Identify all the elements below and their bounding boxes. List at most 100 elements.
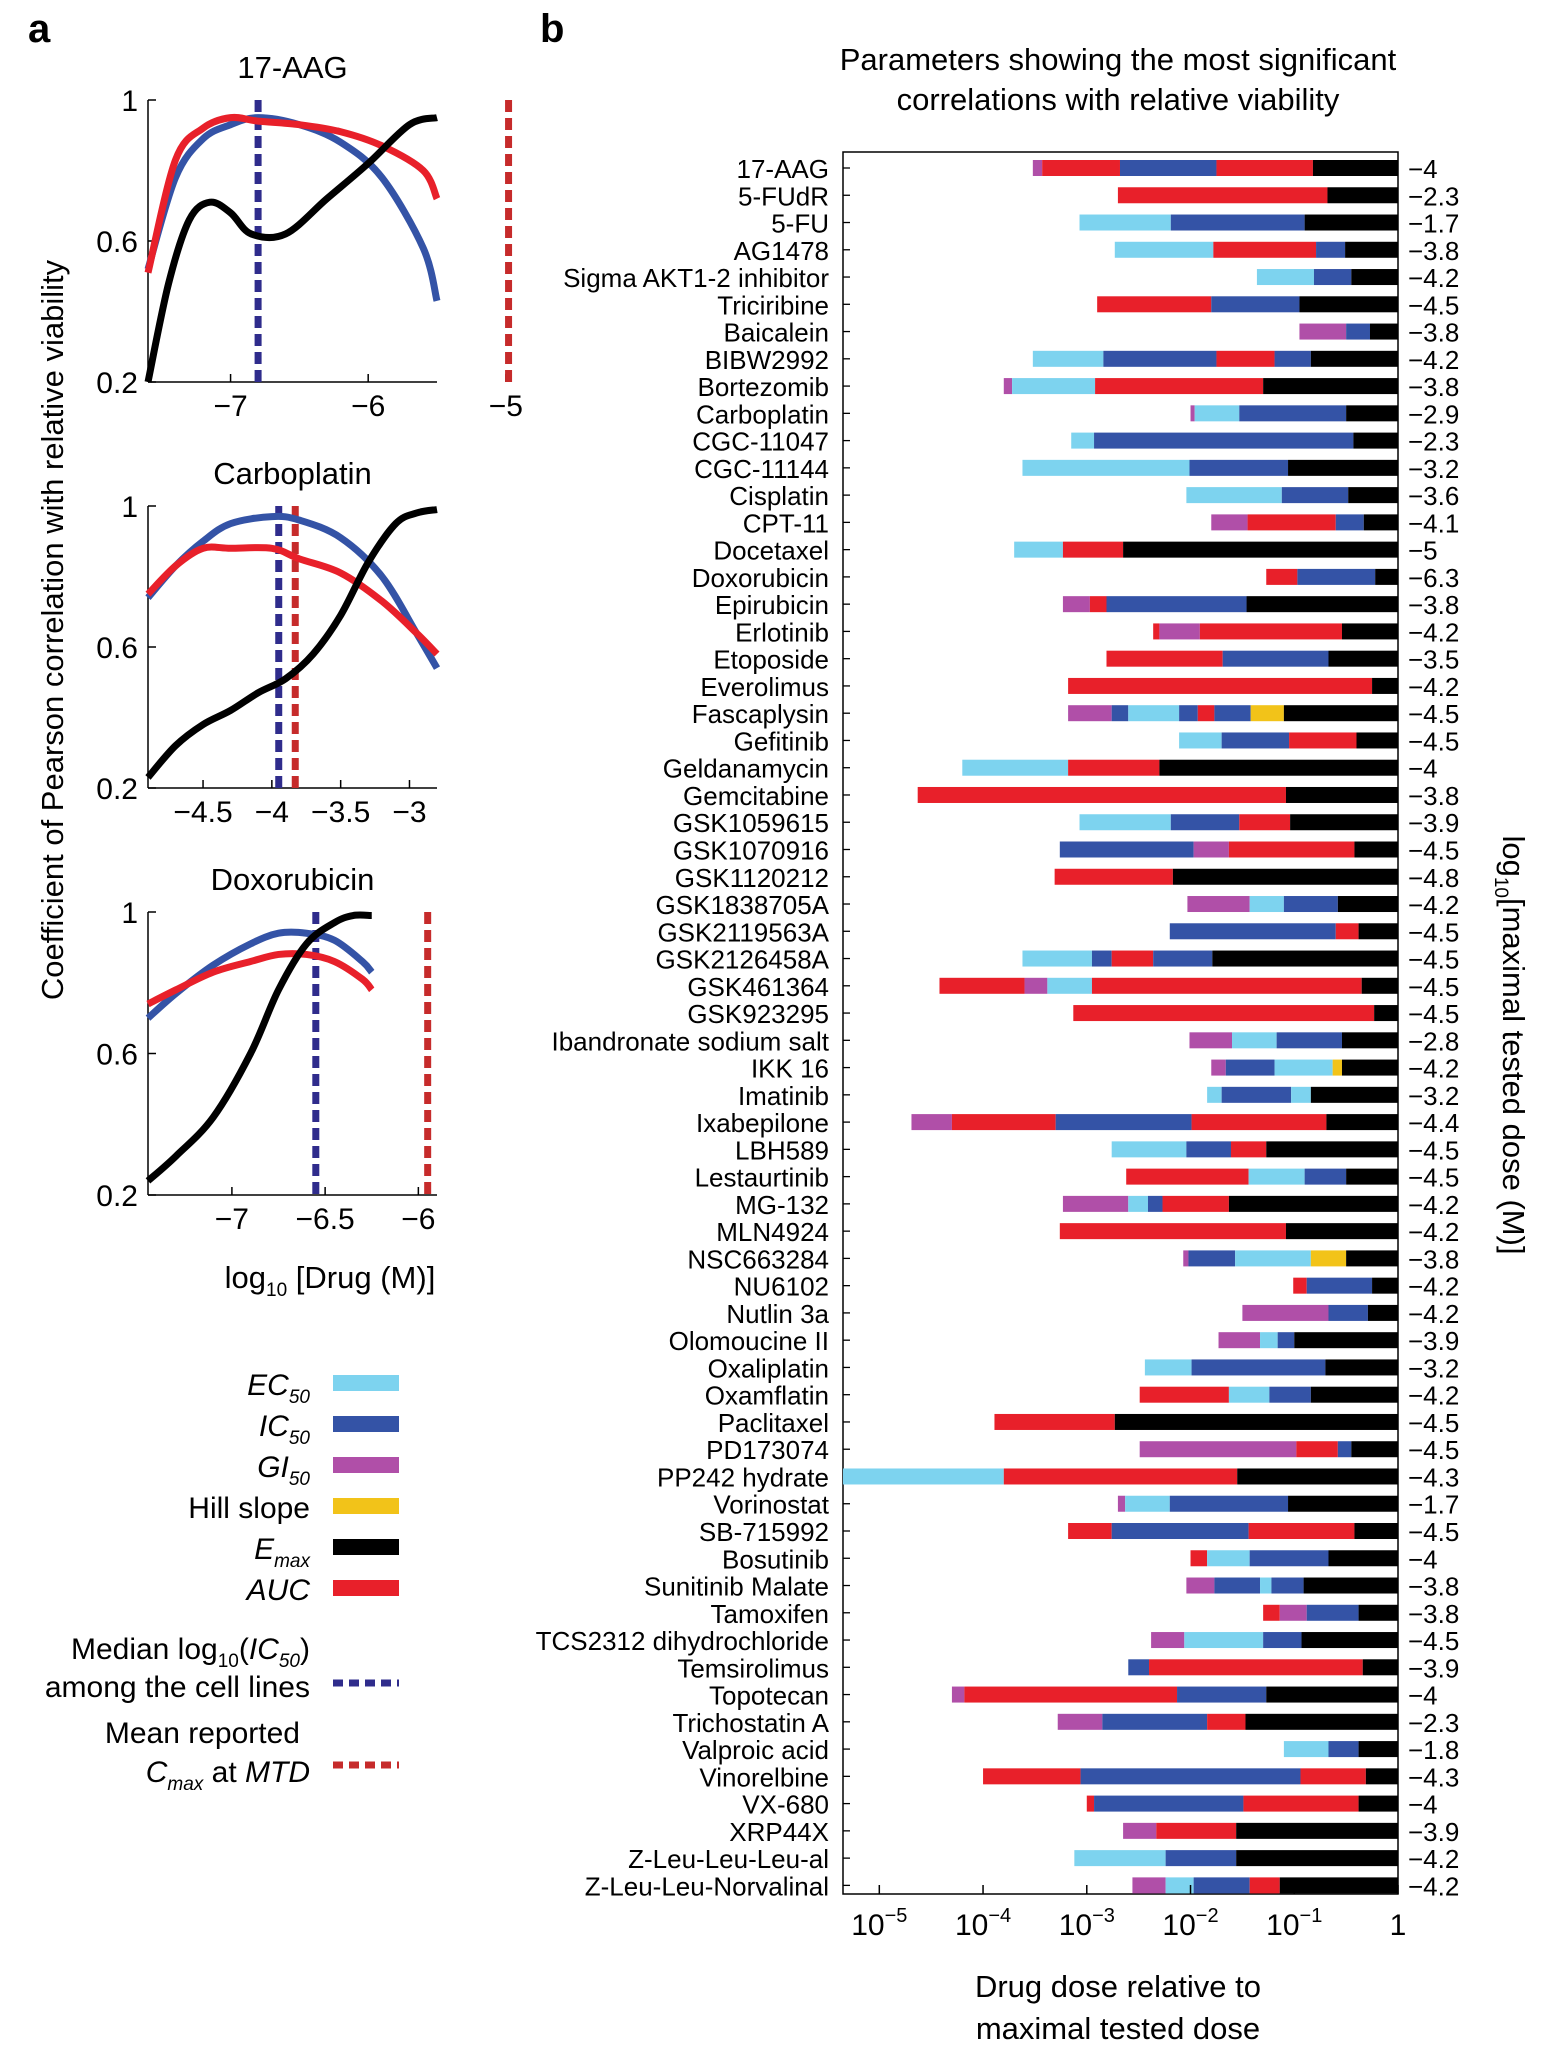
bar-segment xyxy=(1186,1577,1215,1594)
bar-segment xyxy=(1337,896,1398,913)
bar-segment xyxy=(1367,1304,1398,1321)
bar-segment xyxy=(1300,1768,1366,1785)
panel-a: 17-AAG 0.2 0.6 1 −7 −6 −5 Carboplatin 0.2 0.6 1 −4.… xyxy=(96,50,523,1236)
bar-segment xyxy=(1260,1332,1278,1349)
bar-segment xyxy=(1111,1523,1249,1539)
bar-segment xyxy=(1042,160,1120,176)
x-tick-label: 10−3 xyxy=(1059,1905,1115,1942)
drug-label: MLN4924 xyxy=(716,1217,829,1247)
drug-label: CPT-11 xyxy=(743,508,829,538)
bar-segment xyxy=(1239,814,1291,831)
tick-exponent: −2 xyxy=(1196,1905,1219,1927)
bar-segment xyxy=(1159,623,1200,640)
bar-segment xyxy=(1183,1250,1189,1267)
panel-b-title-line1: Parameters showing the most significant xyxy=(840,42,1397,77)
bar-segment xyxy=(1123,541,1398,558)
xlabel-rest: [Drug (M)] xyxy=(287,1260,435,1295)
median-sub: 10 xyxy=(218,1651,239,1672)
series-ic50-line xyxy=(145,928,375,1021)
series-ic50-line xyxy=(145,512,441,670)
max-dose-label: −4.3 xyxy=(1408,1462,1459,1492)
bar-segment xyxy=(1358,1741,1398,1758)
max-dose-label: −4.2 xyxy=(1408,1844,1459,1874)
bar-segment xyxy=(1128,705,1180,722)
bar-segment xyxy=(1361,977,1398,994)
bar-segment xyxy=(1263,378,1398,395)
bar-segment xyxy=(1062,1195,1129,1212)
drug-label: Sigma AKT1-2 inhibitor xyxy=(563,263,829,293)
bar-segment xyxy=(1235,1250,1311,1267)
bar-segment xyxy=(1237,1468,1398,1485)
bar-segment xyxy=(1211,296,1300,313)
bar-segment xyxy=(1079,214,1171,231)
bar-segment xyxy=(1214,1577,1261,1594)
max-dose-label: −4 xyxy=(1408,1790,1438,1820)
bar-segment xyxy=(1228,841,1355,858)
bar-segment xyxy=(1313,269,1352,286)
max-dose-label: −6.3 xyxy=(1408,563,1459,593)
bar-segment xyxy=(1125,1495,1170,1512)
bar-segment xyxy=(1211,1059,1226,1076)
bar-segment xyxy=(1346,323,1370,340)
median-paren: ( xyxy=(239,1633,249,1666)
right-label-log: log xyxy=(1496,835,1531,876)
max-dose-label: −4.2 xyxy=(1408,1871,1459,1901)
legend-median-line2: among the cell lines xyxy=(45,1671,310,1704)
bar-segment xyxy=(1086,1795,1095,1812)
bar-segment xyxy=(1250,705,1284,722)
bar-segment xyxy=(1303,1577,1398,1594)
drug-label: NSC663284 xyxy=(687,1244,829,1274)
bar-segment xyxy=(1356,732,1398,749)
drug-label: GSK923295 xyxy=(687,999,829,1029)
cmax-mtd: MTD xyxy=(245,1756,310,1789)
bar-segment xyxy=(1216,350,1275,367)
drug-label: IKK 16 xyxy=(751,1054,829,1084)
line-plot-1: 17-AAG 0.2 0.6 1 −7 −6 −5 xyxy=(96,50,523,423)
drug-label: Ibandronate sodium salt xyxy=(551,1026,829,1056)
bar-segment xyxy=(1283,896,1338,913)
bar-segment xyxy=(1214,705,1251,722)
max-dose-label: −3.8 xyxy=(1408,781,1459,811)
bar-segment xyxy=(1374,1005,1398,1022)
max-dose-label: −4.2 xyxy=(1408,672,1459,702)
bar-segment xyxy=(1111,705,1129,722)
max-dose-label: −1.7 xyxy=(1408,1490,1459,1520)
legend-swatch xyxy=(333,1416,399,1432)
x-tick-label: −3 xyxy=(392,796,426,829)
y-tick-label: 0.2 xyxy=(96,1180,138,1213)
bar-segment xyxy=(1365,1768,1398,1785)
drug-label: Ixabepilone xyxy=(696,1108,829,1138)
series-emax-line xyxy=(145,506,438,780)
max-dose-label: −3.8 xyxy=(1408,1244,1459,1274)
bar-segment xyxy=(1249,1877,1280,1894)
y-tick-label: 0.2 xyxy=(96,367,138,400)
bar-segment xyxy=(1169,923,1336,940)
line-plot-3: Doxorubicin 0.2 0.6 1 −7 −6.5 −6 xyxy=(96,862,437,1236)
bar-segment xyxy=(1363,514,1398,531)
drug-label: Tamoxifen xyxy=(711,1599,830,1629)
median-ic-sub: 50 xyxy=(279,1651,301,1672)
bar-segment xyxy=(1310,1386,1398,1403)
tick-base: 10 xyxy=(851,1909,884,1942)
max-dose-label: −4 xyxy=(1408,1681,1438,1711)
bar-segment xyxy=(1221,1086,1292,1103)
median-close: ) xyxy=(300,1633,310,1666)
bar-segment xyxy=(1266,1686,1398,1703)
max-dose-label: −3.6 xyxy=(1408,481,1459,511)
bar-segment xyxy=(1362,1659,1398,1676)
drug-label: Cisplatin xyxy=(729,481,829,511)
bar-segment xyxy=(1248,1168,1305,1185)
bar-segment xyxy=(1151,1632,1185,1649)
bar-segment xyxy=(1243,1795,1359,1812)
bar-segment xyxy=(1149,1659,1363,1676)
bar-segment xyxy=(1306,1604,1359,1621)
bar-segment xyxy=(1156,1822,1237,1839)
bar-segment xyxy=(1346,1168,1398,1185)
bar-segment xyxy=(1290,814,1398,831)
drug-label: Bortezomib xyxy=(698,372,830,402)
y-tick-label: 0.2 xyxy=(96,773,138,806)
bar-segment xyxy=(1189,1032,1233,1049)
drug-label: Gemcitabine xyxy=(683,781,829,811)
x-tick-label: 10−1 xyxy=(1266,1905,1322,1942)
bar-segment xyxy=(1289,732,1357,749)
